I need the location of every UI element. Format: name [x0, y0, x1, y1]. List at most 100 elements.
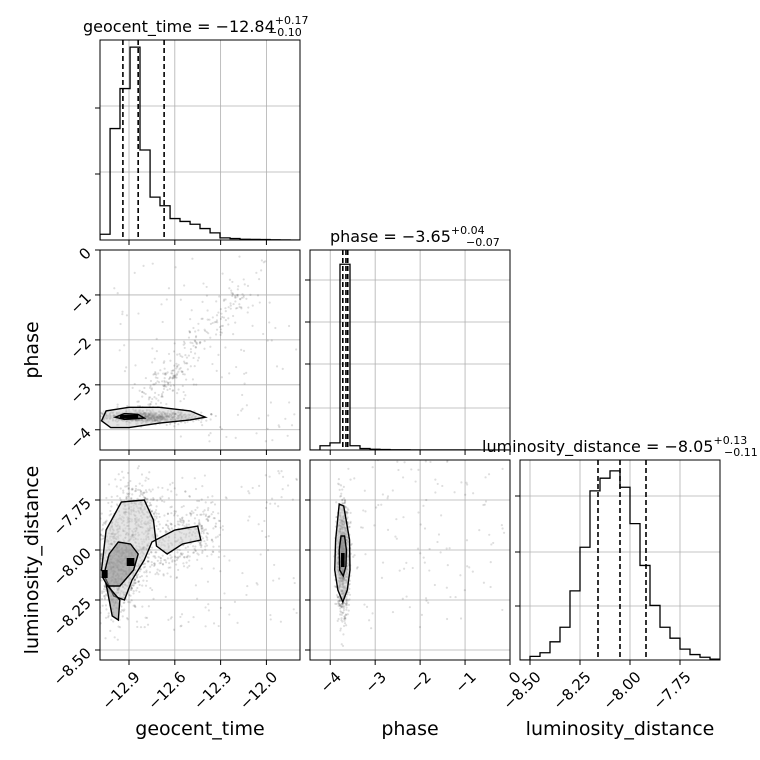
- sample-point: [97, 534, 99, 536]
- sample-point: [243, 382, 246, 385]
- sample-point: [161, 563, 165, 566]
- sample-point: [172, 628, 176, 631]
- sample-point: [199, 513, 202, 516]
- sample-point: [207, 507, 210, 510]
- sample-point: [149, 565, 152, 568]
- sample-point: [365, 605, 369, 608]
- sample-point: [236, 288, 239, 291]
- sample-point: [232, 302, 235, 306]
- sample-point: [169, 506, 172, 509]
- sample-point: [101, 523, 105, 526]
- sample-point: [171, 372, 174, 375]
- sample-point: [164, 529, 167, 533]
- sample-point: [338, 488, 341, 491]
- sample-point: [169, 566, 172, 569]
- sample-point: [186, 566, 189, 569]
- sample-point: [127, 487, 130, 491]
- sample-point: [115, 503, 119, 506]
- sample-point: [156, 380, 159, 383]
- sample-point: [465, 481, 468, 484]
- sample-point: [345, 613, 348, 616]
- sample-point: [153, 357, 156, 360]
- sample-point: [345, 510, 349, 513]
- sample-point: [239, 298, 242, 301]
- sample-point: [416, 452, 418, 454]
- sample-point: [353, 477, 356, 480]
- sample-point: [110, 618, 113, 621]
- sample-point: [163, 384, 166, 387]
- sample-point: [164, 373, 167, 376]
- sample-point: [205, 518, 208, 521]
- sample-point: [213, 503, 217, 506]
- sample-point: [161, 562, 164, 566]
- sample-point: [339, 604, 342, 607]
- sample-point: [149, 379, 153, 383]
- sample-point: [189, 341, 192, 344]
- sample-point: [187, 336, 191, 339]
- sample-point: [245, 404, 248, 407]
- sample-point: [166, 512, 170, 515]
- sample-point: [163, 360, 166, 363]
- sample-point: [269, 502, 272, 505]
- sample-point: [131, 493, 134, 496]
- sample-point: [177, 388, 180, 391]
- sample-point: [138, 494, 141, 498]
- sample-point: [228, 372, 231, 375]
- sample-point: [172, 376, 175, 379]
- sample-point: [156, 568, 159, 571]
- sample-point: [340, 604, 343, 608]
- sample-point: [129, 479, 132, 483]
- sample-point: [107, 501, 110, 505]
- sample-point: [429, 460, 432, 464]
- sample-point: [247, 306, 250, 309]
- sample-point: [138, 570, 141, 573]
- sample-point: [343, 615, 346, 618]
- sample-point: [167, 566, 170, 569]
- sample-point: [229, 304, 232, 307]
- sample-point: [501, 527, 504, 530]
- sample-point: [151, 361, 154, 364]
- sample-point: [169, 557, 172, 560]
- contour-line: [104, 581, 121, 622]
- tick-label: −8.50: [50, 644, 95, 689]
- sample-point: [186, 554, 190, 557]
- sample-point: [163, 514, 166, 517]
- sample-point: [214, 525, 217, 528]
- sample-point: [215, 314, 219, 317]
- sample-point: [155, 517, 158, 520]
- sample-point: [192, 326, 195, 330]
- sample-point: [149, 498, 153, 501]
- sample-point: [202, 510, 205, 513]
- sample-point: [220, 376, 223, 379]
- sample-point: [202, 282, 205, 285]
- sample-point: [343, 502, 346, 505]
- sample-point: [286, 484, 290, 487]
- sample-point: [143, 496, 147, 500]
- sample-point: [118, 497, 122, 500]
- sample-point: [94, 569, 96, 571]
- sample-point: [335, 501, 338, 504]
- sample-point: [349, 511, 352, 514]
- sample-point: [63, 417, 65, 419]
- sample-point: [130, 587, 134, 590]
- density-peak: [119, 414, 139, 419]
- sample-point: [281, 475, 285, 478]
- sample-point: [169, 381, 172, 384]
- sample-point: [170, 512, 173, 515]
- sample-point: [487, 473, 491, 476]
- sample-point: [123, 344, 126, 347]
- sample-point: [134, 487, 138, 490]
- sample-point: [243, 372, 246, 375]
- sample-point: [173, 342, 176, 345]
- sample-point: [153, 563, 156, 566]
- sample-point: [189, 512, 192, 516]
- sample-point: [175, 563, 178, 566]
- sample-point: [343, 622, 347, 625]
- sample-point: [132, 604, 135, 607]
- sample-point: [211, 550, 214, 553]
- sample-point: [100, 597, 104, 601]
- sample-point: [180, 624, 183, 627]
- sample-point: [189, 514, 193, 517]
- sample-point: [199, 524, 202, 527]
- sample-point: [466, 565, 469, 568]
